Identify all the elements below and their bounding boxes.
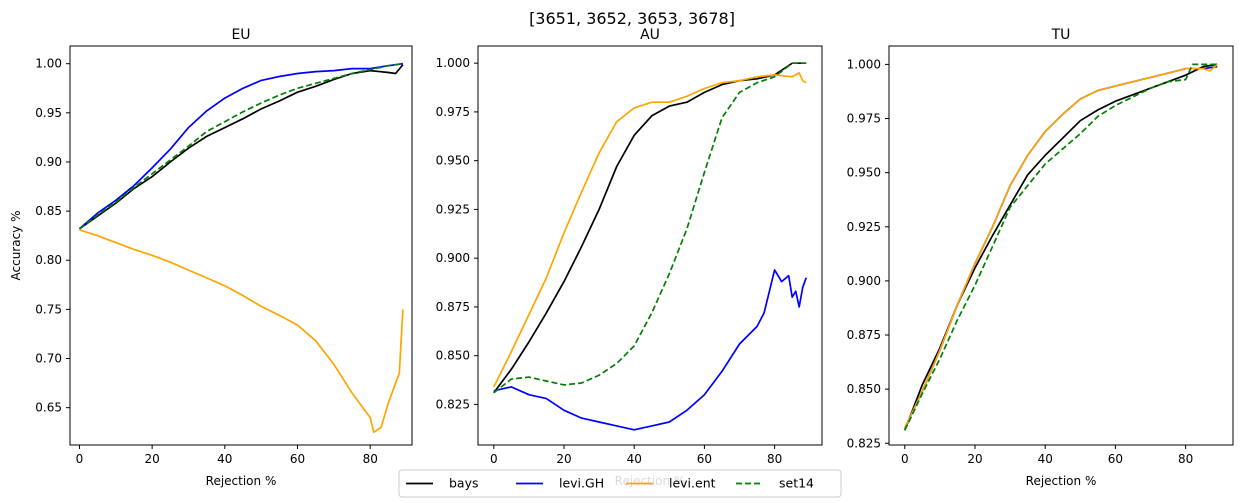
series-line-levi-ent bbox=[79, 228, 404, 434]
series-line-bays bbox=[904, 63, 1218, 431]
series-line-levi-GH bbox=[78, 62, 404, 230]
x-tick-label: 20 bbox=[144, 452, 159, 466]
x-tick-label: 40 bbox=[217, 452, 232, 466]
legend-label: bays bbox=[449, 476, 479, 491]
legend-label: levi.ent bbox=[669, 476, 716, 491]
series-line-bays bbox=[493, 62, 807, 394]
axes-frame bbox=[888, 45, 1234, 446]
legend-box bbox=[398, 469, 842, 498]
x-tick-label: 40 bbox=[1038, 452, 1053, 466]
series-line-levi-ent bbox=[904, 63, 1218, 429]
y-tick-label: 0.925 bbox=[436, 202, 470, 216]
panel-title: TU bbox=[1051, 27, 1071, 43]
x-tick-label: 0 bbox=[901, 452, 909, 466]
series-line-levi-GH bbox=[493, 269, 807, 431]
y-tick-label: 0.950 bbox=[436, 154, 470, 168]
y-tick-label: 0.75 bbox=[35, 302, 62, 316]
y-tick-label: 0.70 bbox=[35, 352, 62, 366]
y-tick-label: 0.875 bbox=[436, 300, 470, 314]
y-axis-label: Accuracy % bbox=[9, 210, 23, 280]
y-tick-label: 0.80 bbox=[35, 253, 62, 267]
y-tick-label: 0.850 bbox=[436, 349, 470, 363]
y-tick-label: 0.950 bbox=[847, 166, 881, 180]
x-tick-label: 60 bbox=[290, 452, 305, 466]
series-line-set14 bbox=[904, 63, 1218, 431]
x-axis-label: Rejection % bbox=[206, 474, 277, 488]
x-tick-label: 40 bbox=[627, 452, 642, 466]
x-tick-label: 60 bbox=[1108, 452, 1123, 466]
panel-title: AU bbox=[640, 27, 660, 43]
legend: bays levi.GH levi.ent set14 bbox=[398, 469, 842, 498]
x-tick-label: 0 bbox=[76, 452, 84, 466]
y-tick-label: 0.975 bbox=[436, 105, 470, 119]
legend-label: levi.GH bbox=[559, 476, 604, 491]
y-tick-label: 0.875 bbox=[847, 328, 881, 342]
y-tick-label: 1.00 bbox=[35, 57, 62, 71]
x-tick-label: 80 bbox=[1178, 452, 1193, 466]
y-tick-label: 0.900 bbox=[847, 274, 881, 288]
x-tick-label: 80 bbox=[767, 452, 782, 466]
y-tick-label: 0.925 bbox=[847, 220, 881, 234]
x-tick-label: 60 bbox=[697, 452, 712, 466]
x-tick-label: 80 bbox=[363, 452, 378, 466]
panel-title: EU bbox=[231, 27, 250, 43]
x-tick-label: 0 bbox=[490, 452, 498, 466]
y-tick-label: 0.850 bbox=[847, 382, 881, 396]
axes-frame bbox=[69, 45, 413, 446]
y-tick-label: 0.975 bbox=[847, 112, 881, 126]
series-line-levi-GH bbox=[904, 65, 1218, 429]
panel-au: AU 0 20 40 60 80 0.825 0.850 0.875 0.900 0.925 0.95… bbox=[436, 27, 823, 488]
y-tick-label: 1.000 bbox=[436, 56, 470, 70]
y-tick-label: 1.000 bbox=[847, 57, 881, 71]
series-line-set14 bbox=[78, 62, 404, 230]
axes-frame bbox=[477, 45, 823, 446]
panel-tu: TU 0 20 40 60 80 0.825 0.850 0.875 0.900 0.925 0.95… bbox=[847, 27, 1234, 488]
x-tick-label: 20 bbox=[556, 452, 571, 466]
y-tick-label: 0.90 bbox=[35, 155, 62, 169]
figure-title: [3651, 3652, 3653, 3678] bbox=[529, 9, 735, 28]
y-tick-label: 0.95 bbox=[35, 106, 62, 120]
series-line-set14 bbox=[493, 62, 807, 394]
y-tick-label: 0.900 bbox=[436, 251, 470, 265]
legend-label: set14 bbox=[779, 476, 814, 491]
y-tick-label: 0.825 bbox=[847, 436, 881, 450]
series-line-bays bbox=[78, 64, 404, 230]
panel-eu: EU 0 20 40 60 80 0.65 0.70 0.75 0.80 0.85 0.90 0.95 1… bbox=[9, 27, 413, 488]
y-tick-label: 0.85 bbox=[35, 204, 62, 218]
y-tick-label: 0.825 bbox=[436, 397, 470, 411]
y-tick-label: 0.65 bbox=[35, 401, 62, 415]
x-tick-label: 20 bbox=[967, 452, 982, 466]
x-axis-label: Rejection % bbox=[1026, 474, 1097, 488]
series-line-levi-ent bbox=[493, 72, 807, 388]
